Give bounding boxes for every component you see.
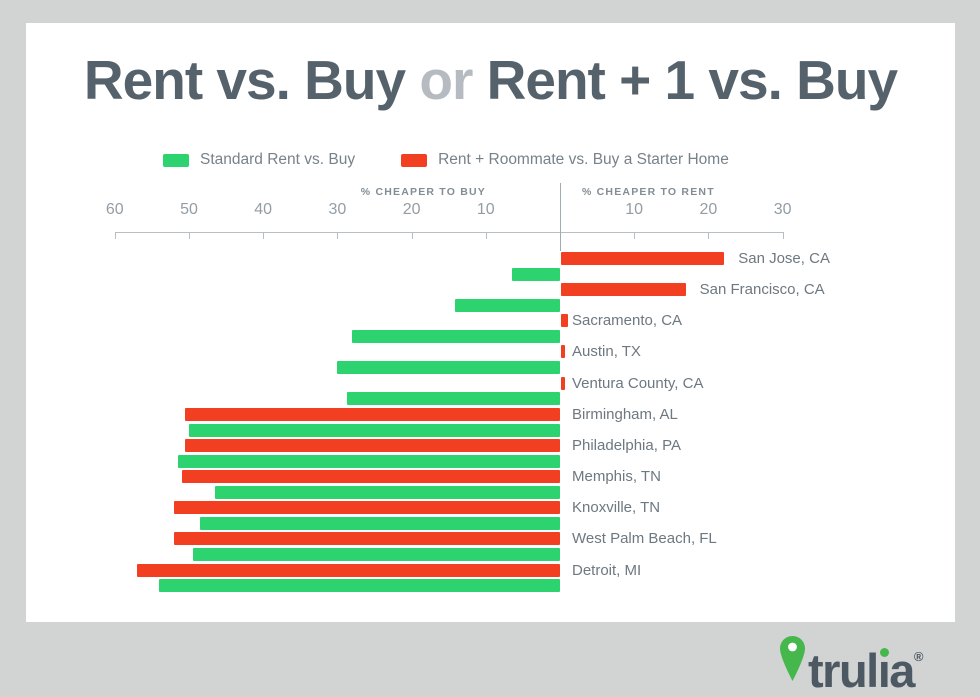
bar-standard (347, 392, 560, 406)
city-label: Austin, TX (572, 343, 641, 361)
city-label: San Francisco, CA (699, 281, 825, 299)
bar-rent-roommate (174, 532, 560, 546)
axis-tick-label: 10 (625, 201, 644, 218)
map-pin-icon (780, 636, 805, 681)
bar-rent-roommate (185, 438, 560, 452)
bar-rent-roommate (185, 407, 560, 421)
registered-mark: ® (913, 649, 924, 664)
axis-tick (189, 232, 190, 239)
legend-label-standard: Standard Rent vs. Buy (200, 151, 356, 168)
axis-header-cheaper-to-buy: % CHEAPER TO BUY (360, 186, 486, 198)
bar-rent-roommate (174, 501, 560, 515)
axis-tick (263, 232, 265, 239)
bar-standard (337, 361, 560, 375)
legend-item-roommate: Rent + Roommate vs. Buy a Starter Home (401, 151, 729, 169)
bar-rent-roommate (181, 470, 560, 484)
axis-tick (411, 232, 413, 239)
axis-tick-label: 40 (254, 201, 273, 218)
axis-tick-label: 20 (402, 201, 421, 218)
axis-tick-label: 30 (328, 201, 347, 218)
axis-tick (114, 232, 116, 239)
axis-tick (485, 232, 487, 239)
axis-tick-label: 20 (699, 201, 718, 218)
axis-tick (782, 232, 784, 239)
bar-standard (214, 485, 560, 499)
chart-title-or: or (419, 49, 473, 111)
chart-title-dark-right: Rent + 1 vs. Buy (472, 49, 898, 111)
city-label: Ventura County, CA (572, 374, 704, 392)
chart-title-dark-left: Rent vs. Buy (83, 49, 420, 111)
axis-tick (337, 232, 339, 239)
axis-tick-label: 50 (180, 201, 198, 218)
axis-tick-label: 10 (476, 201, 495, 218)
wordmark-trul: trul (808, 644, 879, 697)
bar-standard (200, 516, 560, 530)
chart-title: Rent vs. Buy or Rent + 1 vs. Buy (26, 47, 955, 113)
bar-standard (159, 579, 560, 593)
zero-axis-divider (560, 183, 561, 251)
legend: Standard Rent vs. Buy Rent + Roommate vs… (163, 151, 729, 169)
city-label: Sacramento, CA (572, 312, 683, 330)
city-label: Birmingham, AL (572, 405, 678, 423)
legend-swatch-green (163, 153, 189, 167)
axis-tick-label: 60 (105, 201, 124, 218)
city-label: Knoxville, TN (572, 499, 661, 517)
axis-tick (634, 232, 636, 239)
trulia-wordmark: trulı a® (808, 633, 924, 694)
bar-standard (511, 267, 560, 281)
chart-card: Rent vs. Buy or Rent + 1 vs. Buy Standar… (26, 23, 955, 622)
city-label: West Palm Beach, FL (572, 530, 717, 548)
city-label: Detroit, MI (572, 561, 642, 579)
wordmark-i: ı (877, 644, 891, 697)
bar-rent-roommate (561, 283, 686, 297)
city-label: Philadelphia, PA (572, 436, 681, 454)
i-dot-icon (879, 648, 889, 657)
bar-standard (189, 423, 560, 437)
bar-rent-roommate (561, 252, 725, 265)
bar-standard (352, 330, 560, 344)
axis-line (114, 232, 783, 233)
axis-tick (708, 232, 710, 239)
trulia-logo: trulı a® (780, 633, 950, 694)
bar-standard (454, 298, 560, 312)
bar-standard (192, 548, 560, 562)
legend-label-roommate: Rent + Roommate vs. Buy a Starter Home (438, 151, 729, 168)
wordmark-a: a (889, 644, 915, 697)
bar-standard (177, 454, 560, 468)
bar-rent-roommate (561, 314, 569, 328)
axis-header-cheaper-to-rent: % CHEAPER TO RENT (582, 186, 715, 198)
legend-swatch-red (401, 153, 428, 167)
bar-rent-roommate (137, 563, 560, 577)
bar-rent-roommate (561, 345, 565, 359)
city-label: San Jose, CA (738, 250, 830, 267)
legend-item-standard: Standard Rent vs. Buy (163, 151, 355, 169)
city-label: Memphis, TN (572, 468, 661, 486)
bar-rent-roommate (561, 376, 565, 390)
axis-tick-label: 30 (773, 201, 792, 218)
